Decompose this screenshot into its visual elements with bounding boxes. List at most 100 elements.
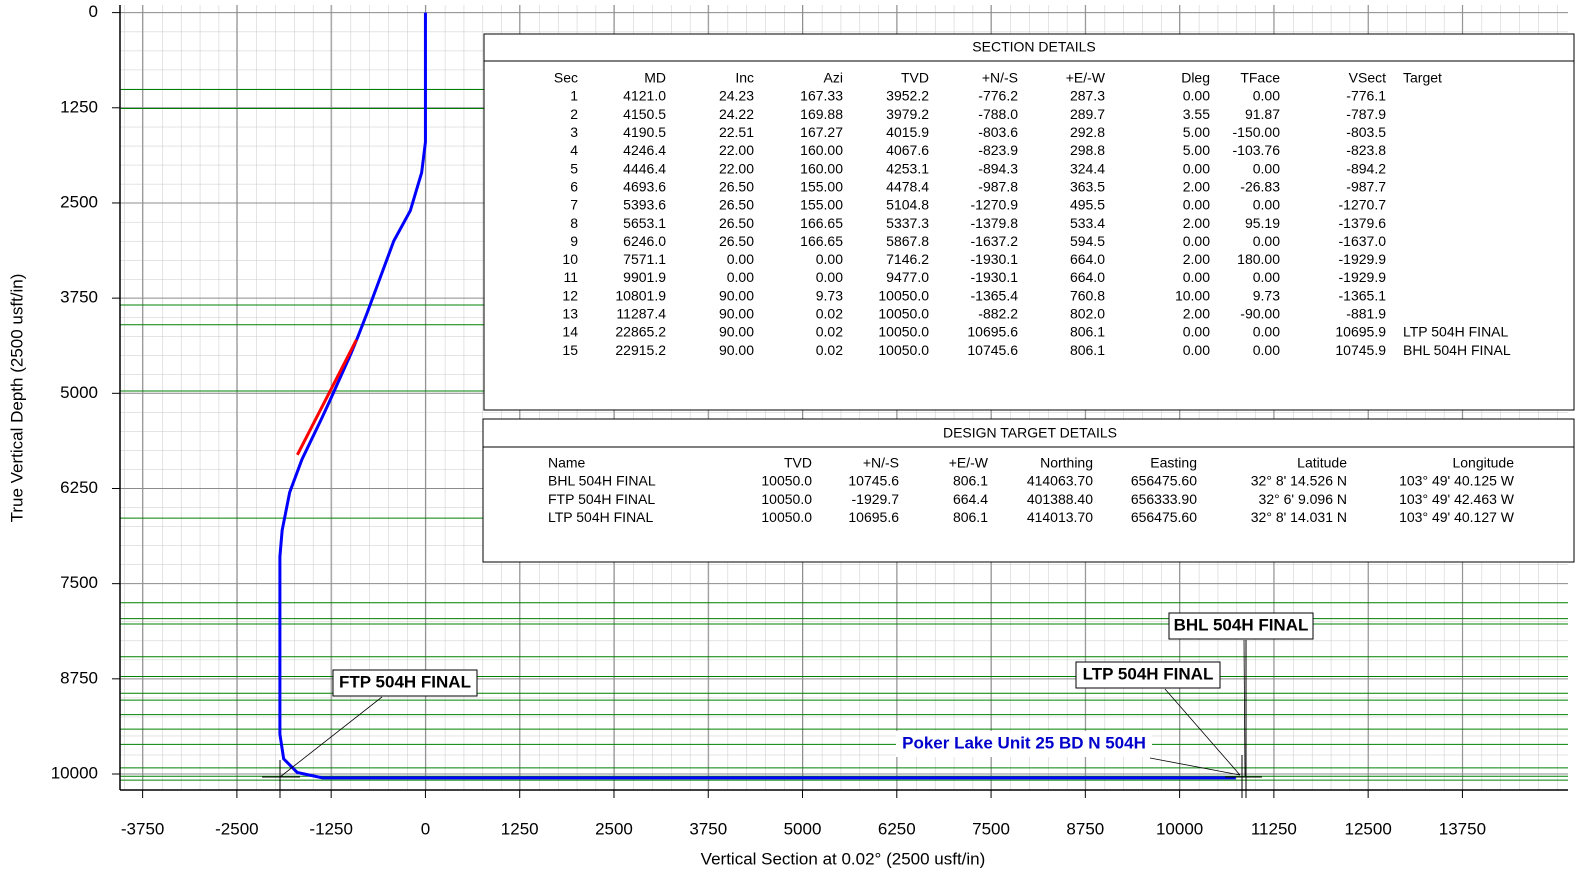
cell: 414063.70 (1027, 473, 1093, 489)
cell: 10801.9 (615, 287, 666, 303)
cell: 13 (562, 306, 578, 322)
cell: 22.51 (719, 124, 754, 140)
column-header: Target (1403, 70, 1442, 86)
cell: 414013.70 (1027, 509, 1093, 525)
x-tick-label: -2500 (215, 819, 258, 838)
x-tick-label: 0 (421, 819, 430, 838)
cell: 2.00 (1183, 251, 1210, 267)
cell: 90.00 (719, 324, 754, 340)
cell: 324.4 (1070, 160, 1105, 176)
column-header: Name (548, 455, 586, 471)
cell: 2.00 (1183, 215, 1210, 231)
leader-line (279, 696, 383, 778)
cell: 155.00 (800, 197, 843, 213)
cell: -1365.4 (971, 287, 1019, 303)
cell: -823.9 (978, 142, 1018, 158)
y-tick-label: 3750 (60, 288, 98, 307)
cell: 0.00 (1253, 324, 1280, 340)
cell: 806.1 (953, 509, 988, 525)
cell: 12 (562, 287, 578, 303)
cell: -787.9 (1346, 106, 1386, 122)
cell: 664.0 (1070, 269, 1105, 285)
leader-line (1164, 688, 1241, 776)
x-tick-label: 8750 (1066, 819, 1104, 838)
cell: 2 (570, 106, 578, 122)
cell: -1929.9 (1339, 269, 1387, 285)
cell: 10745.6 (848, 473, 899, 489)
label-box (896, 731, 1152, 757)
cell: 4150.5 (623, 106, 666, 122)
cell: -1929.7 (852, 491, 900, 507)
cell: -776.2 (978, 88, 1018, 104)
cell: 594.5 (1070, 233, 1105, 249)
column-header: TVD (901, 70, 929, 86)
cell: 166.65 (800, 233, 843, 249)
leader-line (1149, 757, 1241, 776)
cell: 103° 49' 40.127 W (1399, 509, 1515, 525)
cell: 167.33 (800, 88, 843, 104)
cell: 166.65 (800, 215, 843, 231)
cell: -1379.6 (1339, 215, 1387, 231)
cell: -987.8 (978, 178, 1018, 194)
cell: 4190.5 (623, 124, 666, 140)
cell: 6 (570, 178, 578, 194)
well-path (278, 12, 1236, 780)
cell: 15 (562, 342, 578, 358)
y-tick-label: 10000 (51, 763, 98, 782)
cell: -882.2 (978, 306, 1018, 322)
annotations: FTP 504H FINAL BHL 504H FINAL LTP 504H FIN… (262, 612, 1314, 798)
cell: 0.00 (727, 251, 754, 267)
cell: 0.00 (1183, 197, 1210, 213)
cell: 10050.0 (761, 473, 812, 489)
label-box (1168, 612, 1314, 640)
cell: 10050.0 (878, 287, 929, 303)
column-header: Latitude (1297, 455, 1347, 471)
y-tick-label: 2500 (60, 192, 98, 211)
cell: 10050.0 (878, 306, 929, 322)
cell: BHL 504H FINAL (548, 473, 656, 489)
cell: 11287.4 (616, 306, 666, 322)
cell: 9.73 (1253, 287, 1280, 303)
cell: 22.00 (719, 160, 754, 176)
cell: 11 (563, 269, 578, 285)
cell: 3979.2 (886, 106, 929, 122)
column-header: Dleg (1181, 70, 1210, 86)
x-tick-label: 5000 (784, 819, 822, 838)
cell: 0.00 (1183, 88, 1210, 104)
cell: 180.00 (1237, 251, 1280, 267)
cell: 4067.6 (886, 142, 929, 158)
column-header: VSect (1349, 70, 1386, 86)
cell: 1 (570, 88, 578, 104)
cell: BHL 504H FINAL (1403, 342, 1511, 358)
cell: 26.50 (719, 178, 754, 194)
cell: 167.27 (800, 124, 843, 140)
cell: 10745.6 (967, 342, 1018, 358)
cell: 10050.0 (878, 342, 929, 358)
cell: 10050.0 (761, 509, 812, 525)
cell: 169.88 (800, 106, 843, 122)
cell: 5653.1 (623, 215, 666, 231)
cell: 2.00 (1183, 178, 1210, 194)
cell: 90.00 (719, 306, 754, 322)
y-tick-label: 7500 (60, 573, 98, 592)
table-box (483, 33, 1575, 411)
x-tick-label: 11250 (1251, 819, 1297, 838)
cell: 26.50 (719, 197, 754, 213)
cell: 24.22 (719, 106, 754, 122)
cell: 760.8 (1070, 287, 1105, 303)
column-header: TFace (1240, 70, 1280, 86)
column-header: Longitude (1452, 455, 1514, 471)
column-header: Inc (735, 70, 754, 86)
cell: 0.02 (816, 324, 843, 340)
cell: 656475.60 (1131, 473, 1197, 489)
cell: 0.00 (1253, 342, 1280, 358)
cell: 9901.9 (623, 269, 666, 285)
cell: -150.00 (1233, 124, 1281, 140)
cell: 160.00 (800, 142, 843, 158)
cell: 495.5 (1070, 197, 1105, 213)
cell: 4446.4 (623, 160, 666, 176)
cell: 2.00 (1183, 306, 1210, 322)
x-tick-label: 3750 (689, 819, 727, 838)
cell: 0.00 (816, 269, 843, 285)
cell: 22915.2 (615, 342, 666, 358)
